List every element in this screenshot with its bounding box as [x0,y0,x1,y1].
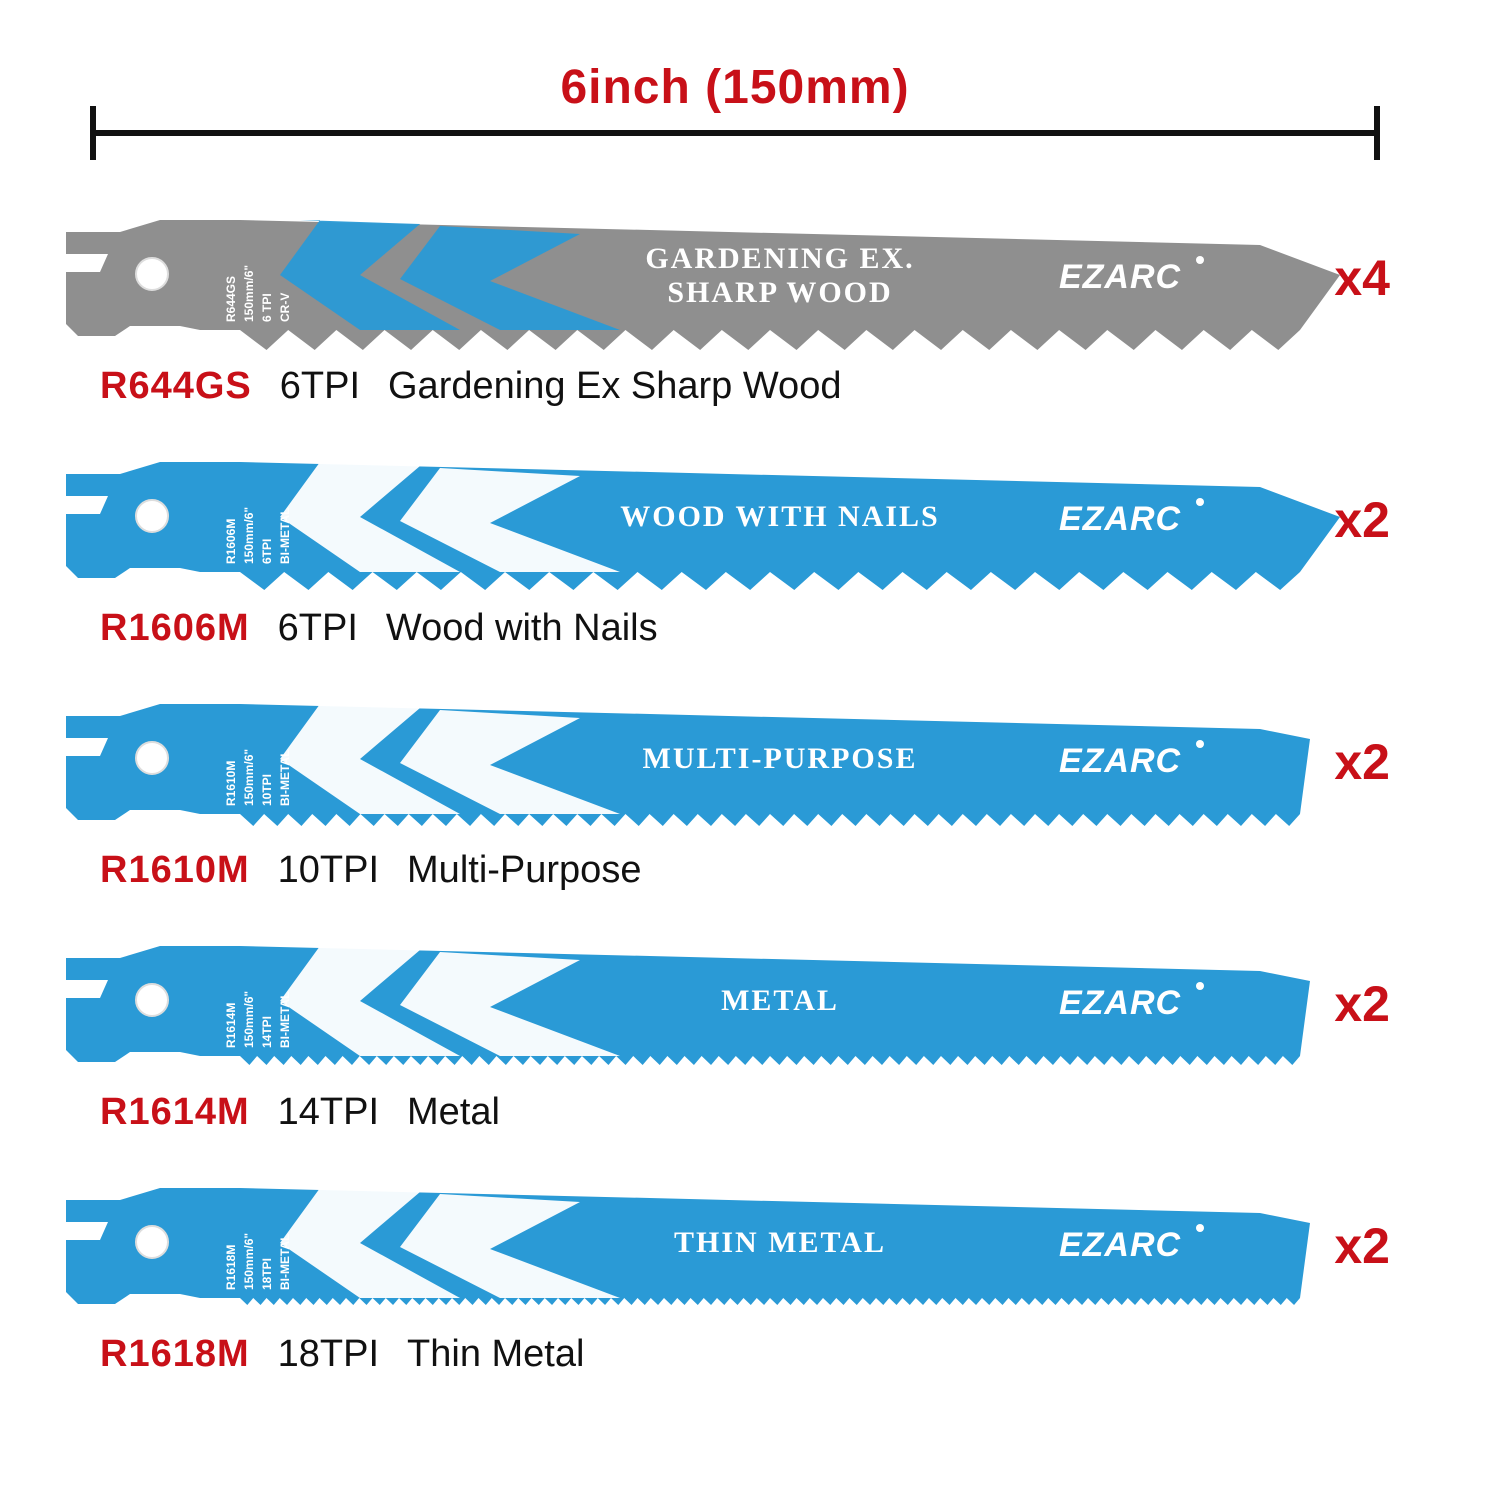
svg-text:R1610M: R1610M [224,761,238,806]
svg-text:BI-METAL: BI-METAL [278,750,292,806]
svg-text:6 TPI: 6 TPI [260,293,274,322]
blade-graphic: R1606M 150mm/6" 6TPI BI-METAL WOOD WITH … [60,442,1360,597]
blade-description: Wood with Nails [386,607,658,650]
svg-text:BI-METAL: BI-METAL [278,508,292,564]
blade-row: R644GS 150mm/6" 6 TPI CR-V GARDENING EX.… [60,200,1440,408]
blade-caption: R1614M 14TPI Metal [100,1091,1440,1134]
blade-graphic: R1614M 150mm/6" 14TPI BI-METAL METAL EZA… [60,926,1360,1081]
blade-graphic: R644GS 150mm/6" 6 TPI CR-V GARDENING EX.… [60,200,1360,355]
blade-row: R1606M 150mm/6" 6TPI BI-METAL WOOD WITH … [60,442,1440,650]
blade-caption: R1610M 10TPI Multi-Purpose [100,849,1440,892]
blade-tpi: 10TPI [278,849,379,892]
svg-text:WOOD WITH NAILS: WOOD WITH NAILS [620,500,940,533]
blade-qty: x4 [1334,249,1390,307]
blade-caption: R1606M 6TPI Wood with Nails [100,607,1440,650]
svg-text:BI-METAL: BI-METAL [278,992,292,1048]
blade-description: Gardening Ex Sharp Wood [388,365,841,408]
svg-text:150mm/6": 150mm/6" [242,1233,256,1290]
svg-text:EZARC: EZARC [1059,984,1181,1022]
blade-model: R1618M [100,1333,250,1376]
blade-model: R1614M [100,1091,250,1134]
blade-tpi: 14TPI [278,1091,379,1134]
svg-text:R1606M: R1606M [224,519,238,564]
svg-text:SHARP WOOD: SHARP WOOD [667,276,892,309]
blade-qty: x2 [1334,733,1390,791]
svg-text:R1618M: R1618M [224,1245,238,1290]
svg-text:R1614M: R1614M [224,1003,238,1048]
blade-model: R1606M [100,607,250,650]
blade-qty: x2 [1334,975,1390,1033]
blade-model: R1610M [100,849,250,892]
blade-svg: R1614M 150mm/6" 14TPI BI-METAL METAL EZA… [60,926,1360,1081]
blade-row: R1618M 150mm/6" 18TPI BI-METAL THIN META… [60,1168,1440,1376]
blade-svg: R1610M 150mm/6" 10TPI BI-METAL MULTI-PUR… [60,684,1360,839]
blade-svg: R1618M 150mm/6" 18TPI BI-METAL THIN META… [60,1168,1360,1323]
blade-caption: R644GS 6TPI Gardening Ex Sharp Wood [100,365,1440,408]
blade-qty: x2 [1334,1217,1390,1275]
blade-list: R644GS 150mm/6" 6 TPI CR-V GARDENING EX.… [60,200,1440,1376]
dimension-label: 6inch (150mm) [90,60,1380,115]
blade-svg: R1606M 150mm/6" 6TPI BI-METAL WOOD WITH … [60,442,1360,597]
blade-description: Metal [407,1091,500,1134]
svg-text:10TPI: 10TPI [260,774,274,806]
svg-text:EZARC: EZARC [1059,1226,1181,1264]
blade-row: R1610M 150mm/6" 10TPI BI-METAL MULTI-PUR… [60,684,1440,892]
blade-caption: R1618M 18TPI Thin Metal [100,1333,1440,1376]
dimension-line [90,130,1380,136]
svg-text:150mm/6": 150mm/6" [242,749,256,806]
svg-text:EZARC: EZARC [1059,258,1181,296]
blade-model: R644GS [100,365,252,408]
blade-svg: R644GS 150mm/6" 6 TPI CR-V GARDENING EX.… [60,200,1360,355]
svg-text:THIN METAL: THIN METAL [674,1226,886,1259]
svg-text:CR-V: CR-V [278,293,292,322]
svg-text:R644GS: R644GS [224,276,238,322]
svg-text:150mm/6": 150mm/6" [242,991,256,1048]
blade-graphic: R1610M 150mm/6" 10TPI BI-METAL MULTI-PUR… [60,684,1360,839]
svg-text:MULTI-PURPOSE: MULTI-PURPOSE [643,742,918,775]
svg-text:14TPI: 14TPI [260,1016,274,1048]
blade-description: Thin Metal [407,1333,584,1376]
blade-row: R1614M 150mm/6" 14TPI BI-METAL METAL EZA… [60,926,1440,1134]
svg-text:150mm/6": 150mm/6" [242,265,256,322]
dimension-bar: 6inch (150mm) [90,60,1380,180]
blade-graphic: R1618M 150mm/6" 18TPI BI-METAL THIN META… [60,1168,1360,1323]
svg-text:6TPI: 6TPI [260,539,274,564]
blade-tpi: 18TPI [278,1333,379,1376]
svg-text:EZARC: EZARC [1059,742,1181,780]
svg-text:150mm/6": 150mm/6" [242,507,256,564]
svg-text:GARDENING EX.: GARDENING EX. [645,242,914,275]
blade-tpi: 6TPI [278,607,358,650]
svg-text:BI-METAL: BI-METAL [278,1234,292,1290]
svg-text:18TPI: 18TPI [260,1258,274,1290]
dimension-tick-right [1374,106,1380,160]
blade-description: Multi-Purpose [407,849,641,892]
svg-text:EZARC: EZARC [1059,500,1181,538]
svg-text:METAL: METAL [721,984,839,1017]
blade-tpi: 6TPI [280,365,360,408]
blade-qty: x2 [1334,491,1390,549]
